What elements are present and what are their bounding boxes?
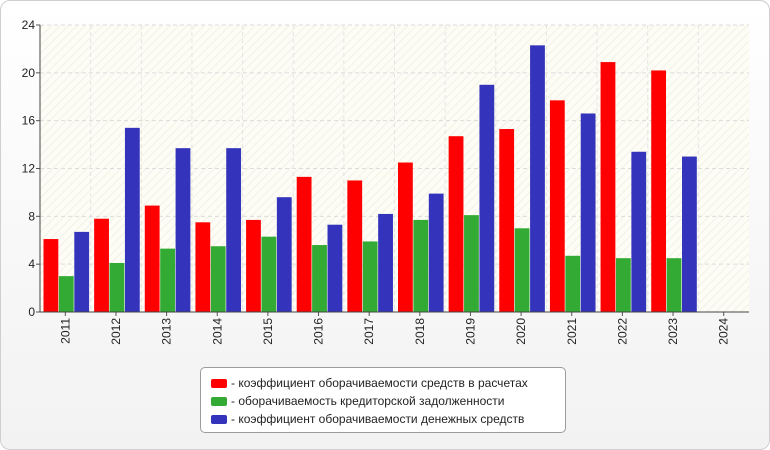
x-tick-label: 2023	[666, 318, 680, 345]
bar	[600, 62, 616, 313]
bar	[565, 255, 581, 312]
x-tick-label: 2018	[413, 318, 427, 345]
x-tick-label: 2021	[565, 318, 579, 345]
bar	[312, 245, 327, 312]
bars	[43, 45, 697, 313]
y-tick-label: 4	[28, 257, 35, 271]
bar	[666, 258, 682, 312]
bar	[398, 162, 413, 312]
x-tick-label: 2015	[261, 318, 275, 345]
legend-label: - коэффициент оборачиваемости средств в …	[231, 376, 528, 390]
bar	[549, 100, 565, 313]
bar	[175, 148, 191, 312]
legend-label: - оборачиваемость кредиторской задолженн…	[231, 394, 505, 408]
y-tick-label: 12	[22, 162, 36, 176]
bar	[276, 197, 292, 312]
y-tick-label: 0	[28, 305, 35, 319]
legend-item-payables: - оборачиваемость кредиторской задолженн…	[211, 392, 565, 410]
bar	[682, 156, 697, 312]
legend-item-receivables: - коэффициент оборачиваемости средств в …	[211, 374, 565, 392]
bar	[160, 248, 175, 312]
bar	[448, 136, 464, 312]
legend: - коэффициент оборачиваемости средств в …	[200, 367, 566, 433]
bar	[499, 129, 515, 312]
bar	[378, 213, 393, 312]
bar	[347, 180, 363, 312]
bar	[479, 84, 495, 313]
bar	[109, 262, 125, 312]
x-tick-label: 2013	[160, 318, 174, 345]
bar	[327, 224, 343, 312]
bar	[246, 219, 261, 312]
y-tick-label: 20	[22, 66, 36, 80]
bar	[74, 231, 90, 312]
x-tick-label: 2011	[58, 318, 72, 344]
bar	[226, 148, 242, 312]
x-tick-label: 2012	[109, 318, 123, 345]
legend-swatch-green	[211, 396, 227, 406]
y-tick-label: 8	[28, 209, 35, 223]
x-tick-label: 2016	[312, 318, 326, 345]
bar	[514, 228, 530, 312]
bar	[530, 45, 545, 313]
bar	[144, 205, 160, 312]
legend-swatch-red	[211, 378, 227, 388]
bar	[651, 70, 667, 312]
bar	[58, 276, 74, 312]
bar	[43, 239, 59, 312]
x-tick-label: 2019	[463, 318, 477, 345]
bar	[210, 246, 226, 312]
bar	[124, 127, 140, 312]
bar	[631, 151, 647, 312]
legend-swatch-blue	[211, 414, 227, 424]
bar	[94, 218, 109, 312]
y-tick-label: 16	[22, 114, 36, 128]
bar	[615, 258, 631, 312]
x-tick-label: 2022	[615, 318, 629, 345]
bar	[413, 219, 429, 312]
x-tick-label: 2020	[514, 318, 528, 345]
bar	[261, 236, 277, 312]
legend-label: - коэффициент оборачиваемости денежных с…	[231, 412, 525, 426]
x-tick-label: 2014	[210, 318, 224, 345]
y-tick-labels: 0 4 8 12 16 20 24	[22, 18, 36, 319]
bar	[296, 176, 312, 312]
x-tick-label: 2024	[717, 318, 731, 345]
x-tick-label: 2017	[362, 318, 376, 345]
bar	[428, 193, 444, 312]
axes	[39, 25, 749, 313]
bar	[362, 241, 378, 312]
bar	[464, 215, 479, 312]
bar	[195, 222, 211, 312]
y-tick-label: 24	[22, 18, 36, 32]
bar	[580, 113, 596, 312]
grid-lines	[36, 24, 749, 316]
x-tick-labels: 2011 2012 2013 2014 2015 2016 2017 2018 2019 2020…	[58, 318, 730, 345]
legend-item-cash: - коэффициент оборачиваемости денежных с…	[211, 410, 565, 428]
